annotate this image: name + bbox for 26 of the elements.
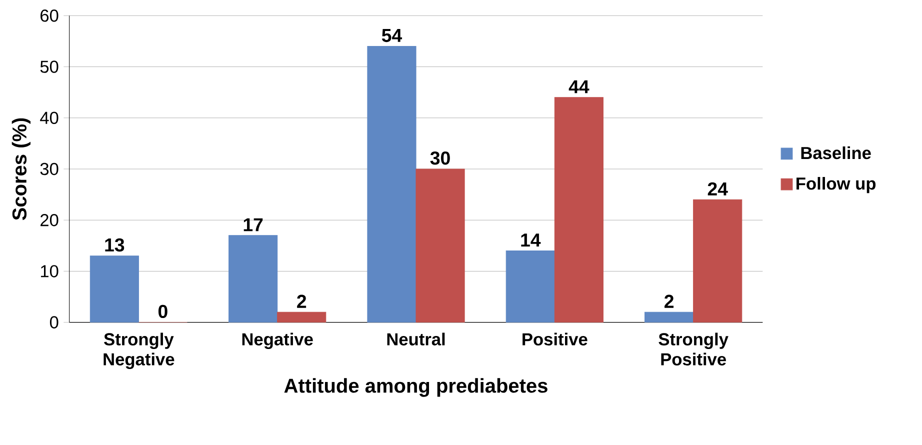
data-label: 54	[382, 29, 402, 42]
data-label: 30	[430, 151, 450, 165]
data-label: 13	[105, 238, 124, 252]
data-label: 2	[297, 294, 306, 308]
y-axis-title: Scores (%)	[12, 118, 30, 220]
x-tick-label: Strongly Positive	[658, 332, 728, 366]
y-tick-label: 30	[40, 162, 58, 176]
y-tick-label: 0	[50, 316, 58, 328]
x-tick-label: Strongly Negative	[104, 332, 174, 369]
y-tick-label: 10	[40, 265, 58, 278]
y-tick-label: 50	[40, 60, 58, 73]
data-label: 17	[244, 218, 263, 232]
x-tick-label: Negative	[242, 332, 313, 349]
y-tick-label: 60	[40, 10, 58, 22]
data-label: 44	[568, 80, 590, 94]
y-tick-label: 20	[40, 214, 58, 226]
data-label: 2	[664, 294, 674, 308]
data-label: 0	[158, 304, 168, 318]
x-tick-label: Neutral	[387, 332, 445, 346]
data-label: 24	[708, 182, 728, 196]
x-tick-label: Positive	[522, 332, 588, 346]
legend-label: Baseline	[801, 146, 871, 160]
data-label: 14	[521, 234, 541, 246]
legend-label: Follow up	[796, 176, 876, 194]
x-axis-title: Attitude among prediabetes	[284, 378, 548, 397]
y-tick-label: 40	[40, 112, 58, 124]
